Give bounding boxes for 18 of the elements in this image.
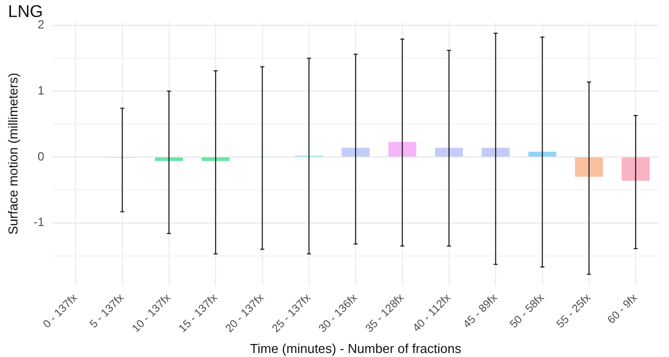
bar: [622, 158, 650, 181]
bar: [202, 158, 230, 161]
y-tick-label: 0: [38, 149, 45, 164]
y-axis-title: Surface motion (millimeters): [5, 72, 20, 235]
y-tick-label: -1: [34, 215, 45, 230]
y-tick-label: 1: [38, 83, 45, 98]
bar: [388, 142, 416, 157]
x-tick-label: 55 - 25fx: [554, 292, 594, 331]
bar: [528, 152, 556, 157]
x-tick-label: 60 - 9fx: [606, 292, 640, 326]
x-axis-title: Time (minutes) - Number of fractions: [250, 340, 462, 356]
bar: [434, 148, 463, 157]
x-tick-label: 50 - 58fx: [508, 292, 547, 331]
bar: [482, 148, 510, 157]
bar: [342, 148, 370, 157]
bar: [154, 158, 183, 161]
bar: [574, 158, 603, 177]
x-tick-label: 45 - 89fx: [461, 292, 500, 331]
